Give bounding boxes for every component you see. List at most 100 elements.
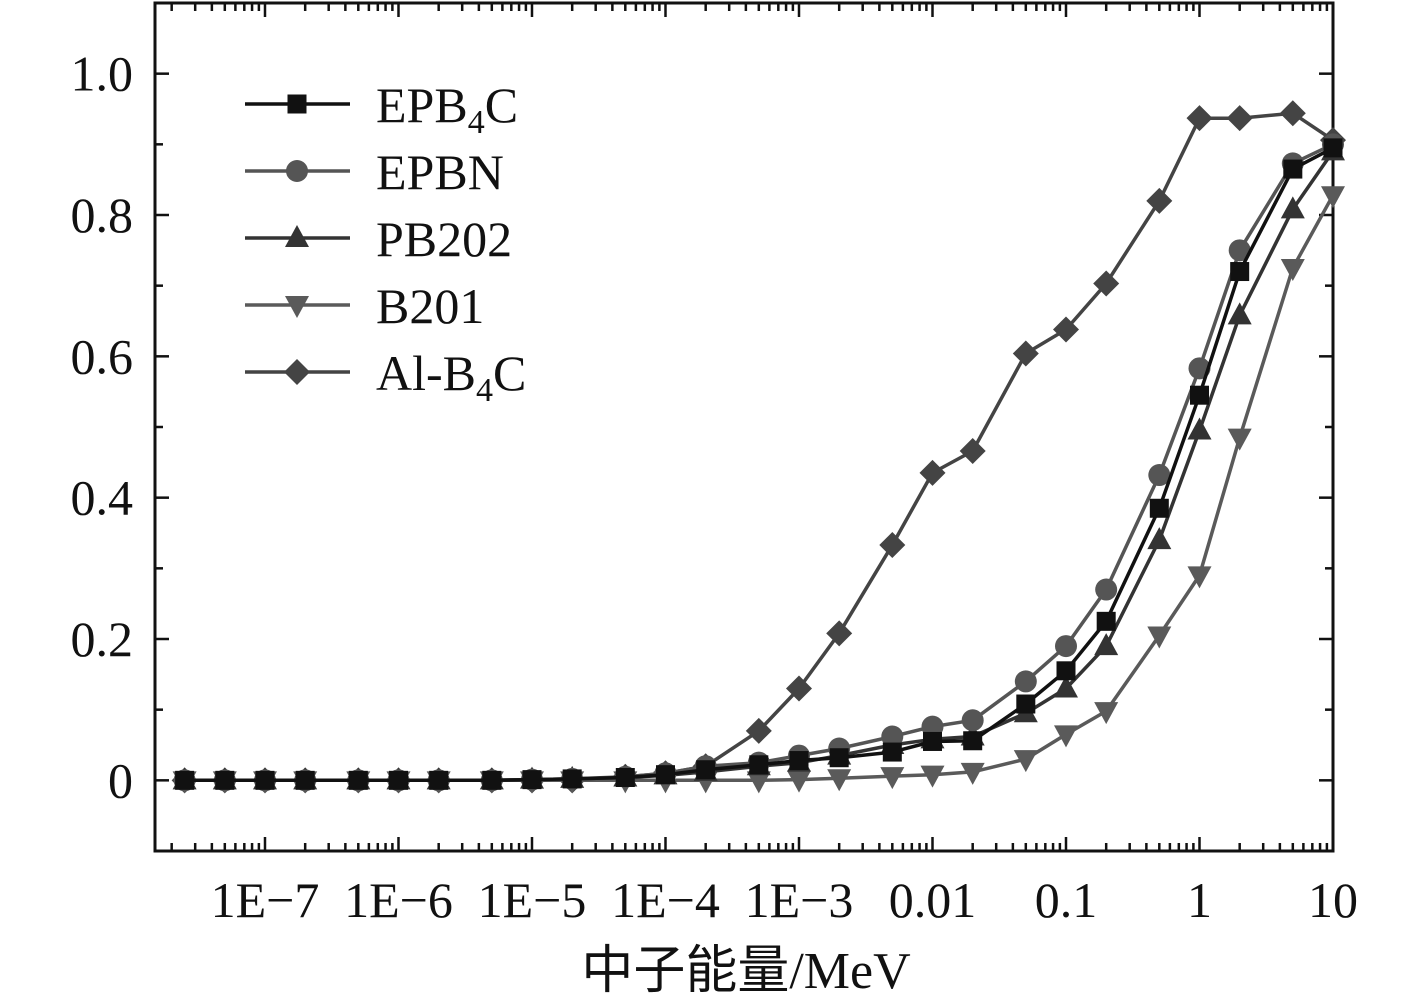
y-tick-label: 0.2 (71, 611, 134, 667)
data-point (826, 620, 853, 647)
data-point (1227, 302, 1252, 325)
series-pb202 (172, 138, 1345, 790)
x-tick-label: 1E−4 (611, 872, 720, 928)
legend-marker (285, 225, 309, 247)
data-point (961, 709, 984, 732)
data-point (1189, 385, 1209, 405)
series-epb4c (175, 138, 1343, 790)
y-tick-label: 0 (108, 752, 133, 808)
y-tick-label: 0.6 (71, 328, 134, 384)
data-point (348, 770, 368, 790)
data-point (919, 459, 946, 486)
data-point (1147, 626, 1172, 649)
series-b201 (172, 186, 1345, 794)
y-axis: 0 0.2 0.4 0.6 0.8 1.0 (71, 1, 1333, 853)
data-point (920, 765, 945, 788)
data-point (1230, 262, 1250, 282)
data-point (963, 731, 983, 751)
data-point (1093, 270, 1120, 297)
data-point (829, 748, 849, 768)
data-point (1056, 661, 1076, 681)
legend-label: EPB4C (376, 77, 518, 141)
data-point (1283, 159, 1303, 179)
legend-item: PB202 (245, 211, 512, 267)
data-point (1094, 702, 1119, 725)
data-point (1094, 633, 1119, 656)
data-point (922, 731, 942, 751)
data-point (881, 725, 904, 748)
data-point (827, 769, 852, 792)
data-point (1226, 105, 1253, 132)
data-point (175, 770, 195, 790)
legend-label: EPBN (376, 144, 504, 200)
data-point (696, 760, 716, 780)
plot-frame (153, 1, 1335, 853)
series-line (184, 111, 1334, 783)
data-point (562, 769, 582, 789)
data-point (960, 762, 985, 785)
series-line (184, 194, 1335, 783)
data-point (1095, 578, 1118, 601)
data-point (482, 770, 502, 790)
data-point (785, 675, 812, 702)
data-point (1280, 259, 1305, 281)
data-point (880, 767, 905, 790)
data-point (522, 770, 542, 790)
data-point (295, 770, 315, 790)
data-point (879, 532, 906, 559)
x-tick-label: 1E−5 (478, 872, 587, 928)
data-point (1321, 186, 1345, 209)
data-point (1228, 239, 1251, 262)
legend-item: EPBN (245, 144, 504, 200)
series-line (184, 142, 1334, 783)
legend-marker (286, 160, 308, 182)
x-tick-label: 10 (1308, 872, 1358, 928)
data-point (789, 751, 809, 771)
plot-border (153, 1, 1335, 853)
x-tick-label: 1E−7 (211, 872, 320, 928)
data-point (1053, 675, 1078, 698)
x-tick-label: 1E−3 (745, 872, 854, 928)
data-point (959, 438, 986, 465)
data-point (746, 771, 771, 794)
x-tick-label: 0.1 (1035, 872, 1098, 928)
data-point (1054, 635, 1077, 658)
data-point (1014, 670, 1037, 693)
data-point (215, 770, 235, 790)
data-point (1148, 464, 1171, 487)
data-point (745, 717, 772, 744)
y-tick-label: 0.8 (71, 187, 134, 243)
x-tick-label: 1E−6 (344, 872, 453, 928)
data-point (1280, 196, 1305, 219)
data-point (1149, 498, 1169, 518)
y-tick-label: 1.0 (71, 46, 134, 102)
data-point (1227, 428, 1252, 451)
data-point (1186, 105, 1213, 132)
series-epbn (173, 133, 1344, 792)
data-point (1187, 417, 1212, 440)
data-point (429, 770, 449, 790)
data-point (1052, 316, 1079, 343)
x-axis: 1E−7 1E−6 1E−5 1E−4 1E−3 0.01 0.1 1 10 (170, 3, 1358, 928)
legend-label: Al-B4C (376, 345, 526, 409)
x-axis-title: 中子能量/MeV (581, 943, 910, 1000)
data-point (786, 770, 811, 793)
legend-item: Al-B4C (245, 345, 526, 409)
data-point (1279, 100, 1306, 127)
legend-marker (284, 359, 310, 385)
x-tick-label: 0.01 (889, 872, 977, 928)
legend-label: B201 (376, 278, 484, 334)
data-point (615, 768, 635, 788)
data-point (1096, 611, 1116, 631)
data-point (1012, 340, 1039, 367)
legend-item: B201 (245, 278, 484, 334)
data-point (1187, 566, 1212, 589)
data-point (1016, 694, 1036, 714)
data-point (749, 755, 769, 775)
data-point (1053, 725, 1078, 748)
data-point (1013, 750, 1038, 773)
series-line (184, 146, 1334, 783)
data-point (388, 770, 408, 790)
data-point (1323, 138, 1343, 158)
